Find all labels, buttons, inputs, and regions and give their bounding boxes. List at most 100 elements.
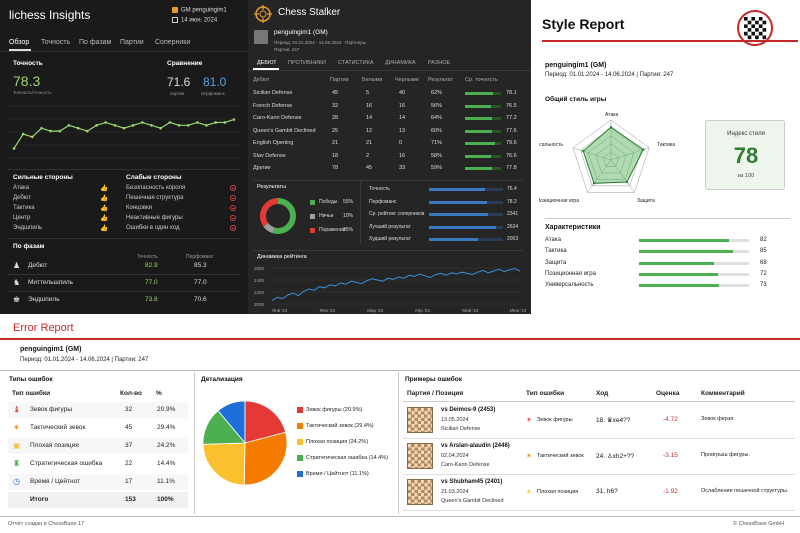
lichess-title: lichess Insights bbox=[9, 8, 91, 22]
opening-white: 5 bbox=[366, 90, 370, 96]
accuracy-point bbox=[122, 126, 126, 130]
position-thumbnail[interactable] bbox=[407, 479, 433, 505]
opening-result: 60% bbox=[431, 127, 443, 134]
char-value: 72 bbox=[760, 270, 767, 277]
accuracy-point bbox=[40, 126, 43, 130]
radar-point bbox=[609, 126, 613, 129]
error-example-row[interactable]: vs Shubham45 (2401) 21.03.2024 Queen's Gam… bbox=[403, 476, 795, 511]
position-thumbnail[interactable] bbox=[407, 407, 433, 433]
detail-title: Детализация bbox=[201, 376, 243, 383]
radar-ring bbox=[595, 143, 627, 174]
legend-swatch bbox=[310, 200, 315, 205]
tab-games[interactable]: Партии bbox=[120, 39, 144, 46]
divider bbox=[545, 218, 790, 219]
example-opponent[interactable]: vs Deimos-9 (2453) bbox=[441, 407, 496, 413]
example-move[interactable]: 31. h6? bbox=[596, 488, 618, 495]
opening-row[interactable]: Другие 78 45 33 59% 77.8 bbox=[253, 165, 523, 177]
strong-item: Атака bbox=[13, 185, 29, 191]
error-user: penguingim1 (GM) bbox=[20, 346, 82, 353]
error-type-row[interactable]: ♜ Стратегическая ошибка 22 14.4% bbox=[8, 456, 188, 472]
logo-square bbox=[747, 24, 752, 29]
char-value: 82 bbox=[760, 237, 767, 243]
accuracy-point bbox=[159, 126, 162, 130]
stat-bar bbox=[429, 188, 486, 191]
char-value: 73 bbox=[760, 282, 767, 289]
example-type: Зевок фигуры bbox=[537, 417, 573, 423]
error-example-row[interactable]: vs Deimos-9 (2453) 13.05.2024 Sicilian Def… bbox=[403, 404, 795, 439]
result-label: Победы bbox=[319, 199, 338, 205]
general-title: Общий стиль игры bbox=[545, 96, 607, 103]
tab-overview[interactable]: Обзор bbox=[9, 39, 30, 46]
pie-legend-label: Плохая позиция (24.2%) bbox=[306, 439, 369, 445]
example-move[interactable]: 24. ♙xh2+?? bbox=[596, 453, 635, 460]
pie-legend-label: Стратегическая ошибка (14.4%) bbox=[306, 455, 388, 461]
avatar[interactable] bbox=[254, 30, 268, 44]
opening-games: 45 bbox=[332, 90, 339, 96]
opening-row[interactable]: Sicilian Defense 45 5 40 62% 78.1 bbox=[253, 90, 523, 102]
opening-row[interactable]: Caro-Kann Defense 28 14 14 64% 77.2 bbox=[253, 115, 523, 127]
opening-result: 62% bbox=[431, 90, 443, 96]
legend-swatch bbox=[310, 228, 315, 233]
radar-ring bbox=[587, 135, 635, 180]
divider bbox=[8, 169, 240, 170]
error-type-name: Тактический зевок bbox=[30, 424, 86, 431]
footer-right: © ChessBase GmbH bbox=[733, 521, 785, 527]
position-thumbnail[interactable] bbox=[407, 443, 433, 469]
opening-row[interactable]: Queen's Gambit Declined 25 12 13 60% 77.6 bbox=[253, 128, 523, 140]
types-title: Типы ошибок bbox=[9, 376, 53, 383]
thumbs-up-icon: 👍 bbox=[100, 225, 109, 232]
tab-misc[interactable]: РАЗНОЕ bbox=[428, 60, 451, 66]
logo-square bbox=[762, 31, 767, 36]
error-type-row[interactable]: ◷ Время / Цейтнот 17 11.1% bbox=[8, 474, 188, 490]
tab-opening[interactable]: ДЕБЮТ bbox=[257, 60, 277, 66]
logo-square bbox=[747, 35, 752, 40]
stat-bar bbox=[429, 225, 496, 229]
tab-accuracy[interactable]: Точность bbox=[41, 39, 71, 46]
logo-square bbox=[751, 24, 756, 29]
phases-title: По фазам bbox=[13, 243, 45, 250]
radar-spoke bbox=[587, 159, 612, 193]
error-example-row[interactable]: vs Arslan-alaudin (2446) 02.04.2024 Caro-K… bbox=[403, 440, 795, 475]
logo-square bbox=[755, 31, 759, 36]
example-date: 21.03.2024 bbox=[441, 489, 469, 495]
examples-title: Примеры ошибок bbox=[405, 376, 463, 383]
error-type-row[interactable]: ▣ Плохая позиция 37 24.2% bbox=[8, 438, 188, 454]
divider bbox=[360, 182, 361, 244]
tab-opponents[interactable]: Соперники bbox=[155, 39, 191, 46]
logo-square bbox=[758, 31, 763, 36]
position-icon: ▣ bbox=[13, 441, 21, 450]
opening-row[interactable]: English Opening 21 21 0 71% 79.6 bbox=[253, 140, 523, 152]
error-type-row[interactable]: ✶ Тактический зевок 45 29.4% bbox=[8, 420, 188, 436]
char-name: Атака bbox=[545, 237, 561, 243]
error-type-pct: 29.4% bbox=[157, 424, 176, 431]
logo-square bbox=[744, 24, 748, 29]
example-opponent[interactable]: vs Arslan-alaudin (2446) bbox=[441, 443, 510, 449]
dynamics-title: Динамика рейтинга bbox=[257, 254, 307, 260]
lichess-user[interactable]: GM penguingim1 bbox=[172, 7, 227, 14]
accuracy-point bbox=[177, 124, 181, 127]
error-type-row[interactable]: ♝ Зевок фигуры 32 20.9% bbox=[8, 402, 188, 418]
thumbs-up-icon: 👍 bbox=[100, 215, 109, 222]
opening-row[interactable]: Slav Defense 18 2 16 58% 76.6 bbox=[253, 153, 523, 165]
logo-square bbox=[744, 31, 748, 36]
accuracy-point bbox=[31, 135, 34, 139]
opening-row[interactable]: French Defense 32 16 16 56% 76.5 bbox=[253, 103, 523, 115]
logo-square bbox=[751, 20, 756, 25]
accuracy-point bbox=[104, 121, 107, 124]
radar-ring bbox=[603, 151, 619, 167]
accuracy-point bbox=[205, 124, 208, 127]
example-move[interactable]: 18. ♛xe4?? bbox=[596, 417, 631, 424]
tab-opponents[interactable]: ПРОТИВНИКИ bbox=[288, 60, 326, 66]
tab-statistics[interactable]: СТАТИСТИКА bbox=[338, 60, 374, 66]
tab-phases[interactable]: По фазам bbox=[79, 39, 112, 46]
opening-acc: 77.6 bbox=[506, 127, 517, 134]
title-rule bbox=[542, 40, 798, 42]
phase-name: Дебют bbox=[28, 262, 48, 269]
opening-acc: 77.2 bbox=[506, 115, 517, 121]
phases-col-perf: Перфоманс bbox=[186, 254, 214, 260]
crosshair-logo-icon bbox=[254, 5, 272, 23]
tab-dynamics[interactable]: ДИНАМИКА bbox=[385, 60, 416, 66]
rating-line-chart: 2600 2400 2200 2000 Янв '24 Фев '24 Мар '24 Апр… bbox=[254, 266, 526, 313]
chess-stalker-panel: Chess Stalker penguingim1 (GM) Период: 0… bbox=[248, 0, 531, 314]
example-opponent[interactable]: vs Shubham45 (2401) bbox=[441, 479, 503, 485]
